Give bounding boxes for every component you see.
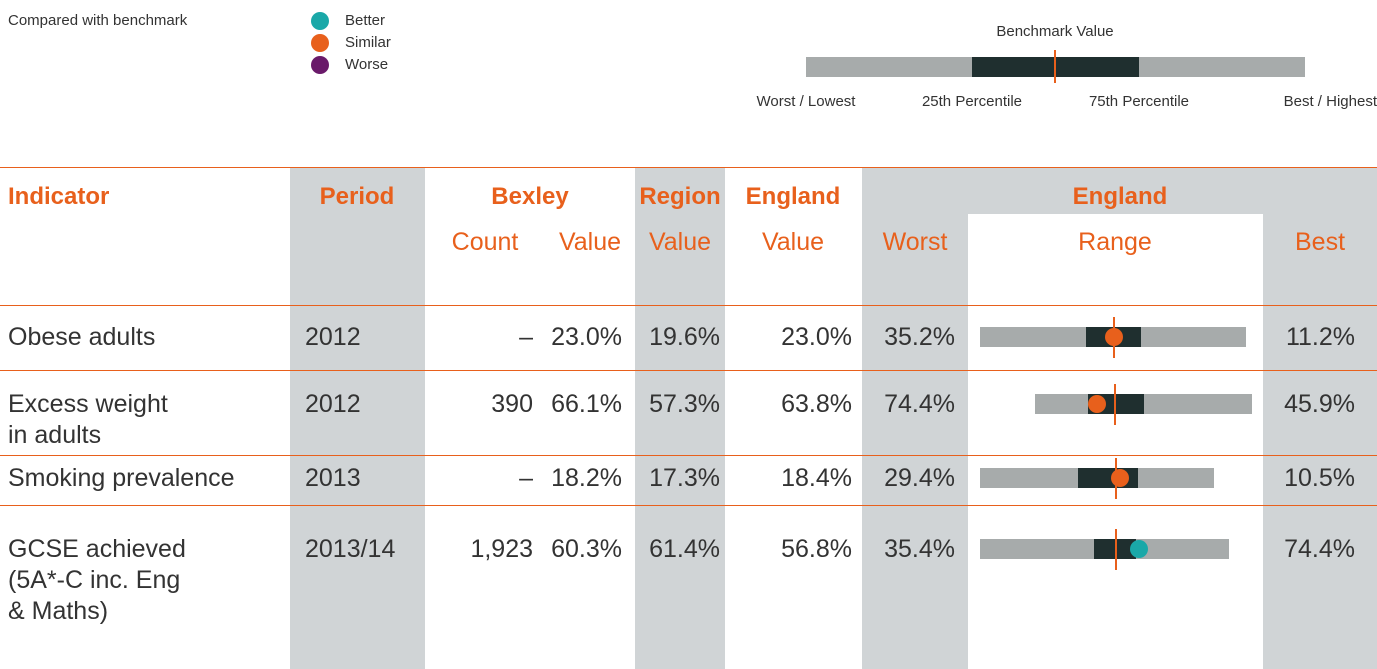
key-benchmark — [1054, 50, 1056, 83]
subheader-cell: Worst — [882, 228, 948, 256]
range-benchmark — [1114, 384, 1116, 425]
table-cell: 60.3% — [551, 535, 622, 563]
table-cell: 18.2% — [551, 464, 622, 492]
table-cell: – — [519, 323, 533, 351]
table-cell: 23.0% — [781, 323, 852, 351]
table-cell: 35.4% — [884, 535, 955, 563]
rule — [0, 167, 1377, 168]
table-cell: 29.4% — [884, 464, 955, 492]
header-cell: Region — [639, 183, 721, 210]
legend-label: Compared with benchmark — [8, 12, 188, 29]
table-cell: 2013/14 — [305, 535, 396, 563]
column-bg — [862, 168, 968, 669]
range-dot — [1111, 469, 1129, 487]
range-dot — [1105, 328, 1123, 346]
indicator: GCSE achieved (5A*-C inc. Eng & Maths) — [8, 535, 186, 625]
table-cell: 35.2% — [884, 323, 955, 351]
table-cell: 74.4% — [884, 390, 955, 418]
header-cell: Period — [319, 183, 395, 210]
table-cell: 74.4% — [1284, 535, 1355, 563]
legend-dot — [311, 56, 329, 74]
subheader-cell: Value — [761, 228, 825, 256]
range-benchmark — [1115, 529, 1117, 570]
table-cell: – — [519, 464, 533, 492]
key-title: Benchmark Value — [996, 23, 1114, 40]
key-label: 75th Percentile — [1088, 93, 1190, 110]
subheader-cell: Count — [451, 228, 519, 256]
header-cell: Indicator — [8, 183, 110, 210]
table-cell: 2012 — [305, 390, 361, 418]
rule — [0, 505, 1377, 506]
key-label: 25th Percentile — [921, 93, 1023, 110]
table-cell: 18.4% — [781, 464, 852, 492]
key-label: Best / Highest — [1283, 93, 1377, 110]
table-cell: 23.0% — [551, 323, 622, 351]
legend-dot — [311, 12, 329, 30]
column-bg — [968, 168, 1263, 214]
table-cell: 66.1% — [551, 390, 622, 418]
indicator: Excess weight in adults — [8, 390, 168, 449]
legend-item: Similar — [345, 34, 391, 51]
range-iqr — [1078, 468, 1138, 488]
table-cell: 2012 — [305, 323, 361, 351]
key-label: Worst / Lowest — [756, 93, 856, 110]
rule — [0, 455, 1377, 456]
header-cell: England — [1072, 183, 1168, 210]
subheader-cell: Value — [558, 228, 622, 256]
table-cell: 390 — [491, 390, 533, 418]
table-cell: 45.9% — [1284, 390, 1355, 418]
subheader-cell: Range — [1078, 228, 1152, 256]
table-cell: 1,923 — [470, 535, 533, 563]
table-cell: 57.3% — [649, 390, 720, 418]
column-bg — [1263, 168, 1377, 669]
table-cell: 11.2% — [1285, 323, 1355, 351]
table-cell: 10.5% — [1284, 464, 1355, 492]
table-cell: 17.3% — [649, 464, 720, 492]
indicator: Obese adults — [8, 323, 156, 351]
legend-item: Worse — [345, 56, 389, 73]
rule — [0, 305, 1377, 306]
header-cell: Bexley — [491, 183, 569, 210]
table-cell: 2013 — [305, 464, 361, 492]
subheader-cell: Best — [1294, 228, 1346, 256]
table-cell: 63.8% — [781, 390, 852, 418]
header-cell: England — [745, 183, 841, 210]
legend-dot — [311, 34, 329, 52]
column-bg — [635, 168, 725, 669]
range-dot — [1088, 395, 1106, 413]
table-cell: 19.6% — [649, 323, 720, 351]
indicator: Smoking prevalence — [8, 464, 235, 492]
legend-item: Better — [345, 12, 386, 29]
column-bg — [290, 168, 425, 669]
subheader-cell: Value — [648, 228, 712, 256]
table-cell: 61.4% — [649, 535, 720, 563]
range-dot — [1130, 540, 1148, 558]
rule — [0, 370, 1377, 371]
table-cell: 56.8% — [781, 535, 852, 563]
